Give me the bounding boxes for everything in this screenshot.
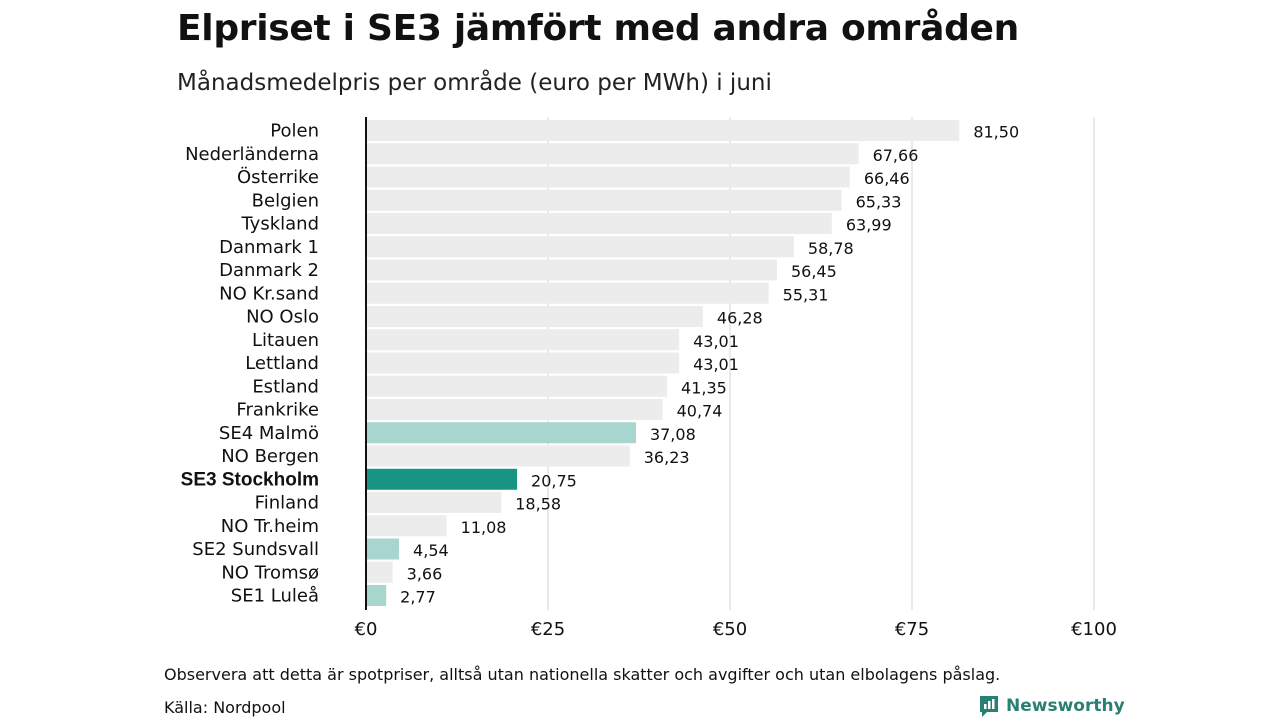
- source-note: Källa: Nordpool: [164, 698, 286, 717]
- category-label: Litauen: [252, 330, 319, 351]
- x-tick-label: €0: [355, 619, 378, 640]
- bar: [366, 236, 794, 258]
- value-label: 66,46: [864, 169, 910, 188]
- category-label: SE3 Stockholm: [181, 469, 319, 490]
- brand-logo[interactable]: Newsworthy: [978, 694, 1125, 718]
- bar: [366, 538, 400, 560]
- bar: [366, 143, 859, 165]
- bar: [366, 492, 502, 513]
- bar: [366, 352, 680, 374]
- value-label: 11,08: [461, 518, 507, 537]
- value-label: 81,50: [973, 123, 1019, 142]
- value-label: 20,75: [531, 471, 577, 490]
- category-label: Lettland: [245, 353, 319, 374]
- category-label: NO Kr.sand: [219, 283, 319, 304]
- value-label: 56,45: [791, 262, 837, 281]
- labels: €0 €25 €50 €75 €100 Polen 81,50 Nederländerna 67…: [181, 121, 1117, 641]
- x-tick-label: €75: [895, 619, 929, 640]
- category-label: NO Oslo: [246, 307, 319, 328]
- category-label: NO Tromsø: [221, 562, 319, 583]
- value-label: 63,99: [846, 216, 892, 235]
- chart-subtitle: Månadsmedelpris per område (euro per MWh…: [177, 70, 772, 96]
- value-label: 40,74: [677, 402, 723, 421]
- value-label: 46,28: [717, 309, 763, 328]
- newsworthy-logo-icon: [980, 696, 998, 717]
- bar: [366, 515, 447, 537]
- value-label: 2,77: [400, 588, 436, 607]
- footnote: Observera att detta är spotpriser, allts…: [164, 665, 1001, 684]
- category-label: Österrike: [237, 166, 319, 188]
- value-label: 55,31: [783, 285, 829, 304]
- value-label: 58,78: [808, 239, 854, 258]
- brand-name: Newsworthy: [1006, 696, 1125, 716]
- chart-title: Elpriset i SE3 jämfört med andra områden: [177, 8, 1019, 49]
- value-label: 41,35: [681, 378, 727, 397]
- category-label: Belgien: [252, 190, 319, 211]
- category-label: SE2 Sundsvall: [192, 539, 319, 560]
- category-label: Tyskland: [240, 214, 319, 235]
- value-label: 37,08: [650, 425, 696, 444]
- x-tick-label: €25: [531, 619, 565, 640]
- category-label: SE4 Malmö: [219, 423, 319, 444]
- bar: [366, 329, 680, 351]
- category-label: NO Tr.heim: [221, 516, 319, 537]
- bar: [366, 399, 663, 420]
- category-label: Polen: [270, 121, 319, 142]
- category-label: Finland: [255, 493, 319, 514]
- value-label: 18,58: [515, 495, 561, 514]
- category-label: Frankrike: [236, 400, 319, 421]
- bar: [366, 468, 518, 490]
- bar: [366, 259, 777, 281]
- category-label: NO Bergen: [221, 446, 319, 467]
- category-label: SE1 Luleå: [231, 586, 319, 607]
- category-label: Estland: [252, 376, 319, 397]
- bar: [366, 561, 393, 583]
- bar: [366, 375, 668, 397]
- value-label: 43,01: [693, 332, 739, 351]
- category-label: Danmark 1: [219, 237, 319, 258]
- x-tick-label: €50: [713, 619, 747, 640]
- value-label: 67,66: [873, 146, 919, 165]
- value-label: 43,01: [693, 355, 739, 374]
- bar: [366, 189, 842, 211]
- value-label: 65,33: [856, 192, 902, 211]
- bar: [366, 120, 960, 141]
- bar: [366, 585, 387, 606]
- bar: [366, 422, 636, 444]
- x-tick-label: €100: [1071, 619, 1117, 640]
- bar: [366, 166, 850, 188]
- value-label: 4,54: [413, 541, 449, 560]
- bar: [366, 445, 630, 467]
- bar: [366, 213, 832, 234]
- category-label: Danmark 2: [219, 260, 319, 281]
- value-label: 36,23: [644, 448, 690, 467]
- value-label: 3,66: [407, 564, 443, 583]
- bars: [366, 120, 960, 606]
- bar: [366, 282, 769, 304]
- category-label: Nederländerna: [185, 144, 319, 165]
- bar: [366, 306, 703, 327]
- bar-chart: €0 €25 €50 €75 €100 Polen 81,50 Nederländerna 67…: [181, 117, 1117, 641]
